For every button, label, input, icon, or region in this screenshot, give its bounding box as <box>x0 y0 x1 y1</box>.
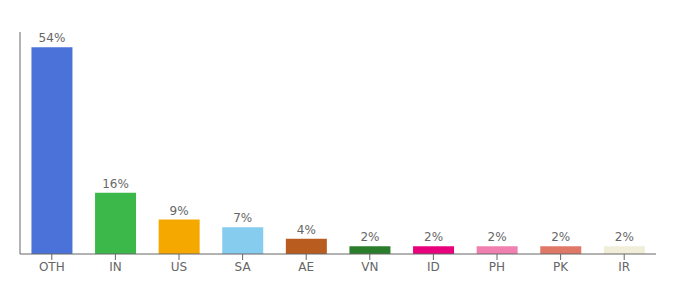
svg-text:IN: IN <box>109 260 122 274</box>
svg-text:2%: 2% <box>615 230 634 244</box>
svg-text:54%: 54% <box>39 31 66 45</box>
svg-text:16%: 16% <box>102 177 129 191</box>
svg-text:IR: IR <box>618 260 630 274</box>
svg-text:2%: 2% <box>488 230 507 244</box>
svg-text:PK: PK <box>553 260 569 274</box>
svg-text:2%: 2% <box>360 230 379 244</box>
svg-text:9%: 9% <box>170 204 189 218</box>
svg-text:VN: VN <box>361 260 378 274</box>
svg-text:4%: 4% <box>297 223 316 237</box>
svg-text:SA: SA <box>235 260 252 274</box>
svg-text:OTH: OTH <box>39 260 65 274</box>
svg-text:2%: 2% <box>551 230 570 244</box>
svg-text:ID: ID <box>427 260 440 274</box>
svg-text:US: US <box>171 260 187 274</box>
svg-text:PH: PH <box>489 260 505 274</box>
svg-text:2%: 2% <box>424 230 443 244</box>
svg-text:7%: 7% <box>233 211 252 225</box>
svg-text:AE: AE <box>298 260 314 274</box>
